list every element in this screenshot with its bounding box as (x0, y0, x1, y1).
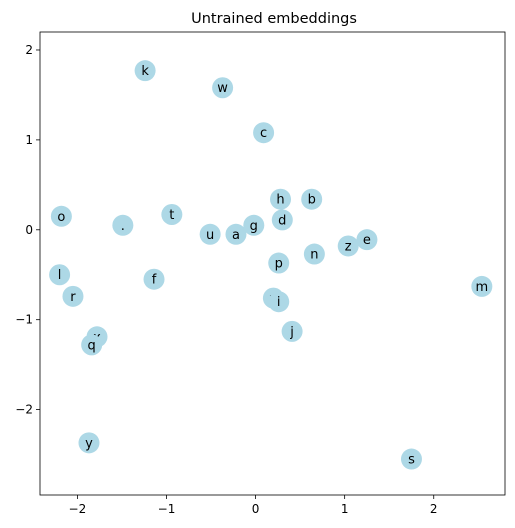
data-point-t: t (161, 204, 183, 226)
data-point-f: f (143, 268, 165, 290)
point-marker (281, 320, 303, 342)
point-label: p (275, 257, 283, 272)
point-label: q (88, 338, 96, 353)
point-label: z (345, 239, 352, 254)
data-point-a: a (225, 223, 247, 245)
data-point-c: c (253, 122, 275, 144)
point-marker (271, 209, 293, 231)
point-label: m (476, 280, 489, 295)
point-marker (301, 188, 323, 210)
point-marker (268, 291, 290, 313)
point-label: o (57, 210, 65, 225)
point-marker (270, 188, 292, 210)
data-point-i: i (268, 291, 290, 313)
point-marker (471, 275, 493, 297)
data-point-n: n (303, 243, 325, 265)
point-marker (303, 243, 325, 265)
x-tick-label: −2 (69, 502, 87, 516)
data-point-l: l (49, 264, 71, 286)
point-marker (400, 448, 422, 470)
y-tick-label: 1 (25, 133, 33, 147)
point-label: g (250, 219, 258, 234)
point-label: a (232, 228, 240, 243)
point-marker (212, 77, 234, 99)
x-tick-label: 2 (430, 502, 438, 516)
point-label: d (278, 213, 286, 228)
point-label: h (276, 193, 284, 208)
point-label: s (408, 453, 415, 468)
y-axis: −2 −1 0 1 2 (15, 43, 40, 417)
point-label: r (70, 290, 76, 305)
point-marker (268, 252, 290, 274)
data-point-s: s (400, 448, 422, 470)
point-marker (112, 214, 134, 236)
data-point-y: y (78, 432, 100, 454)
point-label: t (169, 208, 174, 223)
point-marker (143, 268, 165, 290)
data-point-q: q (81, 334, 103, 356)
point-marker (78, 432, 100, 454)
data-point-p: p (268, 252, 290, 274)
data-point-h: h (270, 188, 292, 210)
plot-frame (39, 31, 506, 496)
y-tick-label: −1 (15, 313, 33, 327)
data-point-j: j (281, 320, 303, 342)
data-point-g: g (243, 214, 265, 236)
point-label: u (206, 228, 214, 243)
point-label: b (308, 193, 316, 208)
data-point-r: r (62, 285, 84, 307)
data-point-k: k (134, 60, 156, 82)
point-label: k (141, 64, 149, 79)
point-marker (50, 205, 72, 227)
x-tick-label: 1 (341, 502, 349, 516)
point-label: e (363, 233, 371, 248)
point-label: c (260, 126, 267, 141)
data-point-dot: . (112, 214, 134, 236)
data-point-e: e (356, 229, 378, 251)
x-tick-label: 0 (252, 502, 260, 516)
y-tick-label: −2 (15, 403, 33, 417)
point-marker (253, 122, 275, 144)
data-point-z: z (337, 235, 359, 257)
point-marker (243, 214, 265, 236)
point-marker (337, 235, 359, 257)
point-marker (62, 285, 84, 307)
point-label: w (217, 81, 228, 96)
data-point-w: w (212, 77, 234, 99)
point-marker (356, 229, 378, 251)
x-axis: −2 −1 0 1 2 (69, 495, 438, 516)
point-marker (49, 264, 71, 286)
data-point-b: b (301, 188, 323, 210)
point-marker (161, 204, 183, 226)
chart-title: Untrained embeddings (191, 11, 357, 27)
point-label: l (58, 268, 62, 283)
point-marker (134, 60, 156, 82)
data-point-d: d (271, 209, 293, 231)
y-tick-label: 2 (25, 43, 33, 57)
y-tick-label: 0 (25, 223, 33, 237)
data-point-u: u (199, 223, 221, 245)
point-label: n (310, 248, 318, 263)
point-label: . (121, 219, 125, 234)
point-marker (225, 223, 247, 245)
data-point-o: o (50, 205, 72, 227)
x-tick-label: −1 (158, 502, 176, 516)
point-marker (199, 223, 221, 245)
point-label: f (152, 273, 157, 288)
point-label: j (289, 325, 294, 340)
data-point-m: m (471, 275, 493, 297)
point-marker (81, 334, 103, 356)
point-label: y (85, 436, 93, 451)
point-label: i (277, 295, 281, 310)
